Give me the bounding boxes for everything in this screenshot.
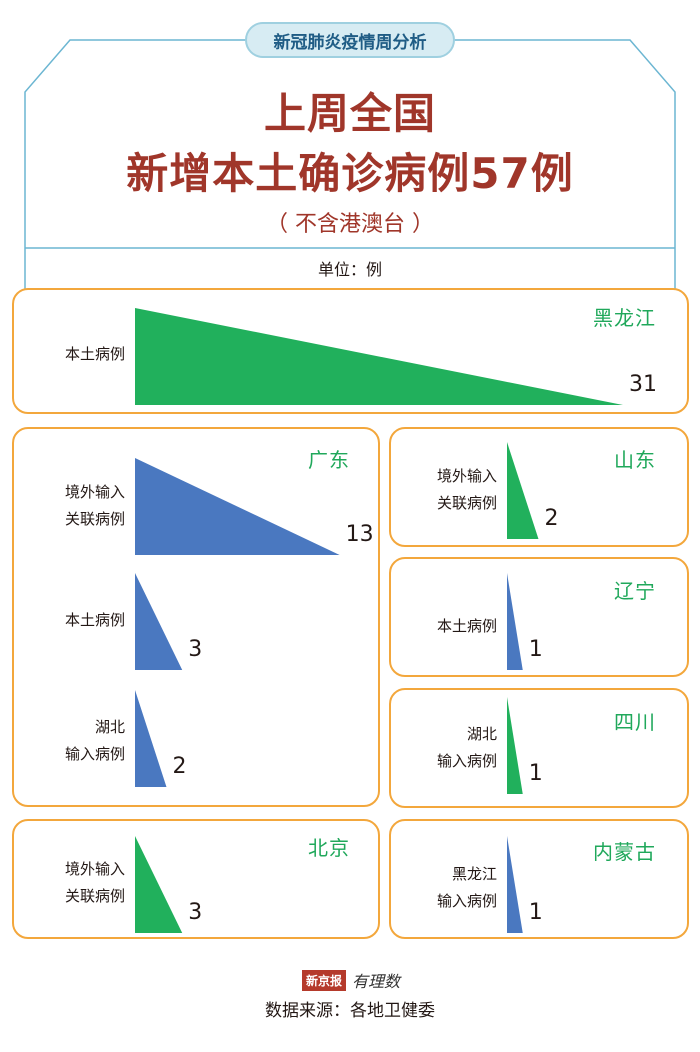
value-label: 2 bbox=[172, 754, 186, 779]
unit-label: 单位：例 bbox=[317, 260, 382, 279]
triangle-bar bbox=[507, 697, 523, 794]
triangle-bar bbox=[135, 573, 183, 670]
logo-text: 有理数 bbox=[352, 972, 401, 991]
triangle-bar bbox=[507, 442, 539, 539]
category-label-sichuan: 湖北 输入病例 bbox=[436, 725, 497, 770]
category-label-neimenggu: 黑龙江 输入病例 bbox=[436, 865, 497, 910]
category-label-heilongjiang: 本土病例 bbox=[64, 345, 125, 363]
province-heilongjiang: 黑龙江 bbox=[593, 306, 656, 330]
value-label: 1 bbox=[529, 637, 543, 662]
province-guangdong: 广东 bbox=[308, 448, 350, 472]
header-badge: 新冠肺炎疫情周分析 bbox=[245, 22, 455, 58]
category-label-guangdong-1: 境外输入 关联病例 bbox=[64, 483, 125, 528]
value-label: 1 bbox=[529, 761, 543, 786]
province-sichuan: 四川 bbox=[614, 710, 656, 734]
data-source: 数据来源：各地卫健委 bbox=[265, 1001, 435, 1021]
panel-shandong bbox=[389, 427, 689, 547]
triangle-bar bbox=[507, 573, 523, 670]
value-label: 3 bbox=[188, 637, 202, 662]
page-title-line1: 上周全国 bbox=[263, 89, 436, 138]
triangle-bar bbox=[135, 308, 623, 405]
value-label: 2 bbox=[544, 506, 558, 531]
logo: 新京报 有理数 bbox=[302, 968, 400, 992]
category-label-guangdong-3: 湖北 输入病例 bbox=[64, 718, 125, 763]
province-shandong: 山东 bbox=[614, 448, 656, 472]
panel-sichuan bbox=[389, 688, 689, 808]
page-title-line2: 新增本土确诊病例57例 bbox=[126, 149, 574, 198]
category-label-shandong: 境外输入 关联病例 bbox=[436, 467, 497, 512]
province-beijing: 北京 bbox=[308, 836, 350, 860]
logo-box: 新京报 bbox=[302, 969, 347, 991]
province-neimenggu: 内蒙古 bbox=[593, 840, 656, 864]
value-label: 1 bbox=[529, 900, 543, 925]
value-label: 31 bbox=[629, 372, 657, 397]
triangle-bar bbox=[135, 836, 183, 933]
province-liaoning: 辽宁 bbox=[614, 579, 656, 603]
page-subtitle: （ 不含港澳台 ） bbox=[266, 212, 434, 237]
category-label-beijing: 境外输入 关联病例 bbox=[64, 860, 125, 905]
value-label: 3 bbox=[188, 900, 202, 925]
value-label: 13 bbox=[346, 522, 374, 547]
header-frame bbox=[24, 39, 676, 290]
category-label-guangdong-2: 本土病例 bbox=[64, 611, 125, 629]
triangle-bar bbox=[135, 690, 167, 787]
panel-beijing bbox=[12, 819, 380, 939]
panel-neimenggu bbox=[389, 819, 689, 939]
triangle-bar bbox=[135, 458, 340, 555]
panel-liaoning bbox=[389, 557, 689, 677]
category-label-liaoning: 本土病例 bbox=[436, 617, 497, 635]
triangle-bar bbox=[507, 836, 523, 933]
